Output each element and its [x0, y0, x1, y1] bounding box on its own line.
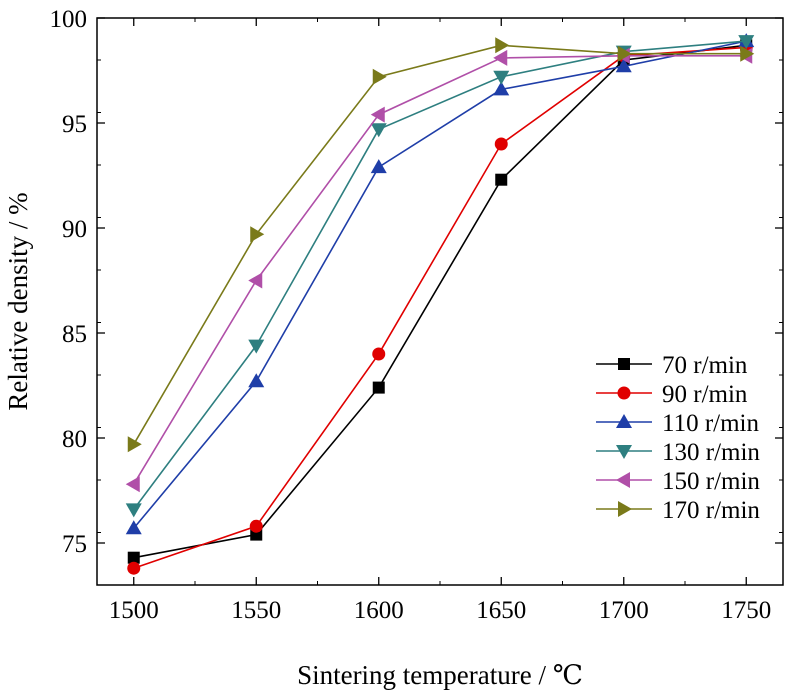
data-point: [493, 70, 510, 85]
legend-label: 70 r/min: [662, 352, 748, 379]
data-point: [248, 272, 263, 289]
legend-label: 130 r/min: [662, 439, 760, 466]
legend-label: 170 r/min: [662, 497, 760, 524]
x-tick-label: 1750: [721, 597, 771, 624]
y-axis-title: Relative density / %: [3, 192, 33, 410]
x-tick-label: 1550: [231, 597, 281, 624]
data-point: [740, 45, 755, 62]
data-point: [493, 81, 510, 96]
legend-marker: [616, 445, 632, 459]
legend-marker: [618, 501, 632, 517]
data-point: [125, 503, 142, 518]
data-point: [248, 339, 265, 354]
y-tick-label: 75: [62, 531, 87, 558]
y-tick-label: 90: [62, 216, 87, 243]
series-line-5: [133, 44, 747, 445]
axes: 1500 1550 1600 1650 1700 1750 75 80 85 90 95 100: [50, 6, 784, 624]
data-point: [494, 137, 508, 151]
x-tick-label: 1700: [599, 597, 649, 624]
legend-marker: [616, 414, 632, 428]
legend-marker: [618, 358, 630, 370]
data-point: [370, 106, 385, 123]
series-line-2: [133, 40, 747, 529]
legend-label: 90 r/min: [662, 381, 748, 408]
data-point: [249, 519, 263, 533]
data-point: [372, 347, 386, 361]
data-point: [372, 68, 387, 85]
data-point: [738, 35, 755, 50]
data-point: [250, 226, 265, 243]
legend-marker: [617, 386, 631, 400]
data-point: [372, 381, 385, 394]
data-point: [493, 49, 508, 66]
data-point: [495, 37, 510, 54]
series-line-3: [133, 40, 747, 510]
x-axis-title: Sintering temperature / ℃: [297, 660, 583, 690]
series-line-4: [133, 54, 747, 485]
plot-area: [125, 33, 755, 575]
x-tick-label: 1500: [109, 597, 159, 624]
legend-label: 110 r/min: [662, 410, 759, 437]
data-point: [615, 58, 632, 73]
x-tick-label: 1600: [354, 597, 404, 624]
data-point: [127, 561, 141, 575]
data-point: [495, 173, 508, 186]
data-point: [125, 520, 142, 535]
data-point: [125, 476, 140, 493]
data-point: [127, 436, 142, 453]
y-tick-label: 100: [50, 6, 88, 33]
data-point: [248, 373, 265, 388]
data-point: [370, 123, 387, 138]
series-line-0: [133, 44, 747, 559]
y-tick-label: 85: [62, 321, 87, 348]
series-line-1: [133, 46, 747, 569]
y-tick-label: 80: [62, 426, 87, 453]
legend-label: 150 r/min: [662, 468, 760, 495]
y-tick-label: 95: [62, 111, 87, 138]
data-point: [127, 551, 140, 564]
legend-marker: [616, 472, 630, 488]
x-tick-label: 1650: [476, 597, 526, 624]
data-point: [370, 159, 387, 174]
data-point: [617, 45, 632, 62]
